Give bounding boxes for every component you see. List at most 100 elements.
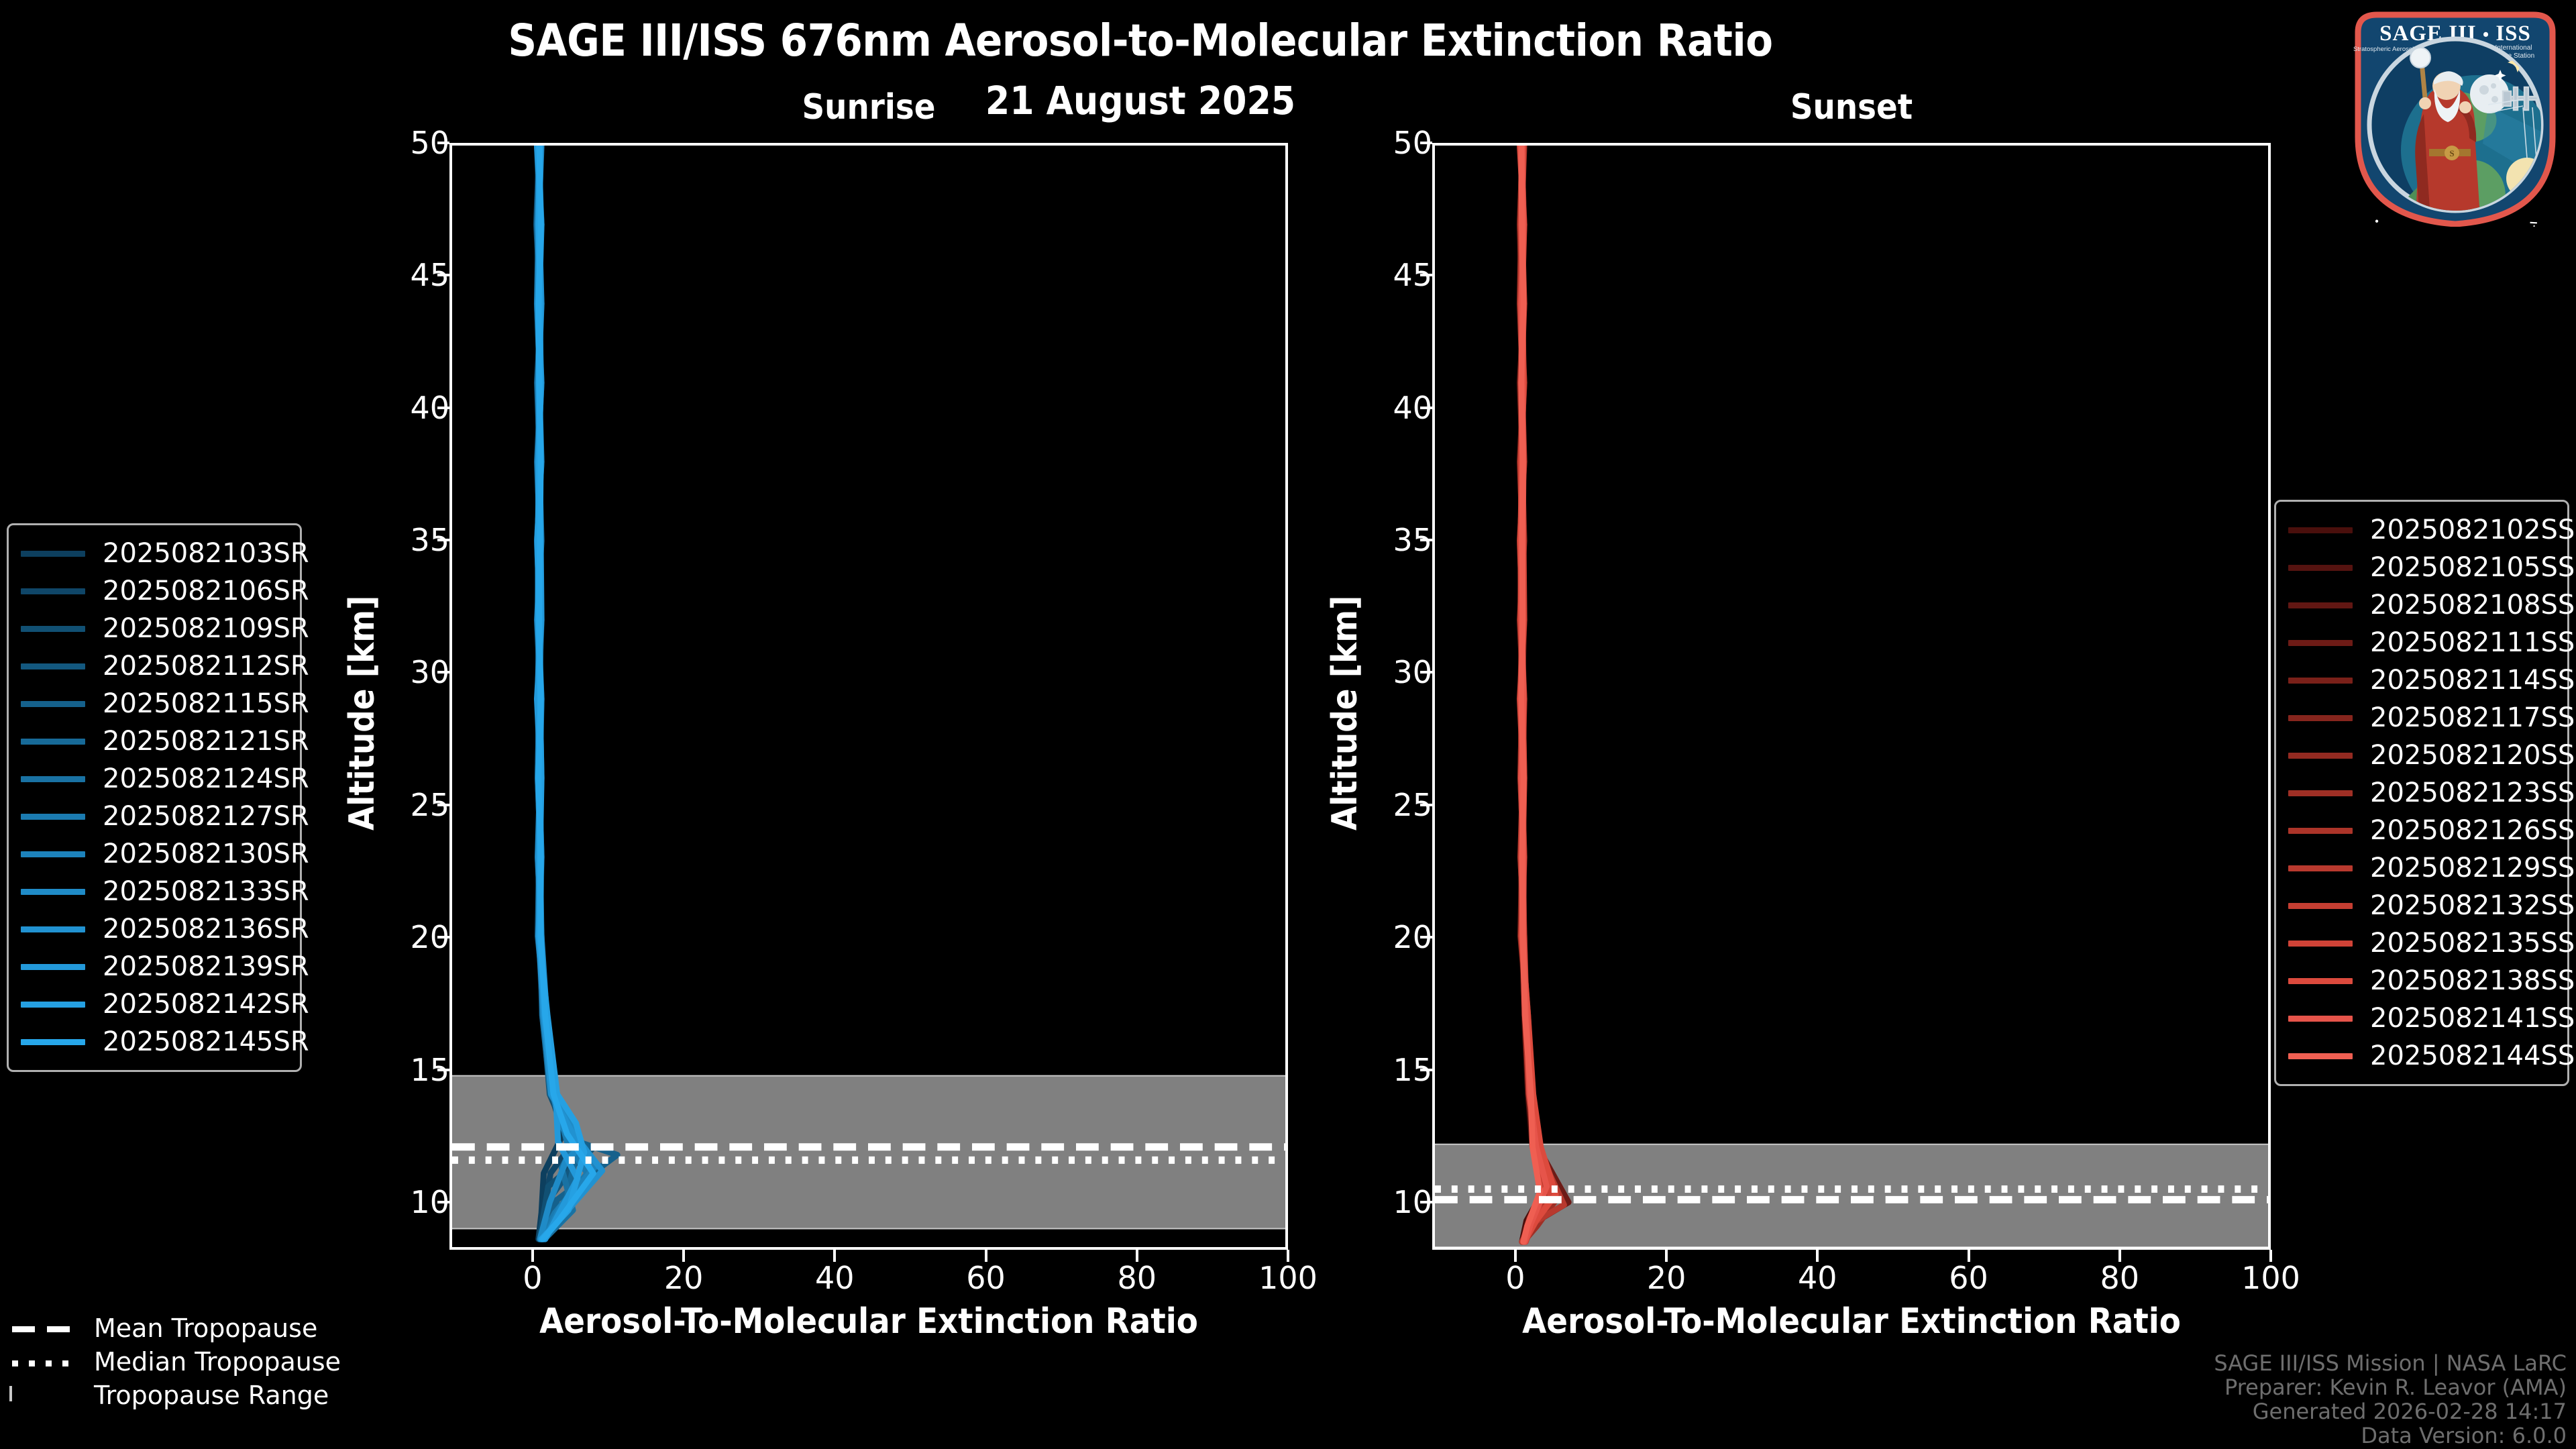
legend-item[interactable]: 2025082103SR <box>21 535 309 572</box>
legend-color-swatch <box>21 888 85 895</box>
tropopause-median-label: Median Tropopause <box>94 1347 341 1377</box>
x-tick-label: 0 <box>1505 1260 1525 1296</box>
series-line <box>1518 146 1544 1245</box>
tropopause-key-range: Tropopause Range <box>9 1379 385 1412</box>
tropopause-range-band <box>1435 1144 2268 1247</box>
legend-item-label: 2025082114SS <box>2370 665 2575 696</box>
legend-item-label: 2025082145SR <box>103 1026 309 1057</box>
y-tick-mark <box>1420 671 1432 674</box>
page-title: SAGE III/ISS 676nm Aerosol-to-Molecular … <box>508 15 1773 66</box>
legend-color-swatch <box>2288 639 2353 646</box>
legend-item[interactable]: 2025082112SR <box>21 647 309 685</box>
legend-item-label: 2025082127SR <box>103 801 309 832</box>
legend-item-label: 2025082136SR <box>103 914 309 945</box>
legend-item[interactable]: 2025082106SR <box>21 572 309 610</box>
legend-color-swatch <box>2288 752 2353 759</box>
legend-color-swatch <box>21 550 85 557</box>
legend-item-label: 2025082135SS <box>2370 928 2575 959</box>
legend-item-label: 2025082138SS <box>2370 965 2575 996</box>
legend-color-swatch <box>2288 1015 2353 1022</box>
legend-item[interactable]: 2025082142SR <box>21 985 309 1023</box>
legend-item-label: 2025082121SR <box>103 726 309 757</box>
y-tick-label: 40 <box>410 389 449 426</box>
plot-svg-sunrise <box>452 146 1285 1242</box>
x-tick-mark <box>984 1250 987 1262</box>
legend-item[interactable]: 2025082124SR <box>21 760 309 798</box>
legend-item[interactable]: 2025082121SR <box>21 722 309 760</box>
y-tick-mark <box>1420 539 1432 542</box>
y-tick-mark <box>437 803 449 806</box>
legend-color-swatch <box>2288 940 2353 947</box>
x-tick-label: 100 <box>1258 1260 1318 1296</box>
y-tick-label: 40 <box>1393 389 1432 426</box>
legend-item-label: 2025082111SS <box>2370 627 2575 658</box>
legend-color-swatch <box>2288 1053 2353 1059</box>
legend-item[interactable]: 2025082139SR <box>21 948 309 985</box>
x-tick-mark <box>2269 1250 2272 1262</box>
y-tick-mark <box>1420 936 1432 939</box>
legend-item[interactable]: 2025082138SS <box>2288 962 2575 1000</box>
legend-item[interactable]: 2025082109SR <box>21 610 309 647</box>
legend-sunrise[interactable]: 2025082103SR 2025082106SR 2025082109SR 2025… <box>7 523 309 1072</box>
legend-color-swatch <box>2288 527 2353 533</box>
legend-item[interactable]: 2025082111SS <box>2288 624 2575 661</box>
legend-color-swatch <box>2288 790 2353 796</box>
panel-title-sunset: Sunset <box>1790 87 1913 127</box>
legend-item[interactable]: 2025082123SS <box>2288 774 2575 812</box>
legend-item[interactable]: 2025082133SR <box>21 873 309 910</box>
legend-item[interactable]: 2025082130SR <box>21 835 309 873</box>
legend-item[interactable]: 2025082114SS <box>2288 661 2575 699</box>
legend-item-label: 2025082132SS <box>2370 890 2575 921</box>
y-tick-label: 25 <box>410 786 449 823</box>
credits-line-version: Data Version: 6.0.0 <box>2361 1423 2567 1448</box>
legend-color-swatch <box>21 1001 85 1008</box>
x-tick-label: 60 <box>1949 1260 1988 1296</box>
legend-item-label: 2025082120SS <box>2370 740 2575 771</box>
legend-item[interactable]: 2025082136SR <box>21 910 309 948</box>
legend-item-label: 2025082108SS <box>2370 590 2575 621</box>
legend-color-swatch <box>2288 902 2353 909</box>
legend-item[interactable]: 2025082105SS <box>2288 549 2575 586</box>
svg-text:S: S <box>2449 148 2454 158</box>
plot-canvas-sunset <box>1435 146 2268 1247</box>
y-tick-mark <box>437 539 449 542</box>
credits-block: SAGE III/ISS Mission | NASA LaRC Prepare… <box>2214 1351 2567 1448</box>
legend-color-swatch <box>21 588 85 594</box>
legend-item[interactable]: 2025082117SS <box>2288 699 2575 737</box>
y-tick-label: 30 <box>410 654 449 691</box>
y-tick-label: 25 <box>1393 786 1432 823</box>
legend-item[interactable]: 2025082120SS <box>2288 737 2575 774</box>
legend-item[interactable]: 2025082145SR <box>21 1023 309 1061</box>
x-tick-mark <box>1816 1250 1819 1262</box>
legend-item[interactable]: 2025082127SR <box>21 798 309 835</box>
legend-item-label: 2025082129SS <box>2370 853 2575 883</box>
credits-line-mission: SAGE III/ISS Mission | NASA LaRC <box>2214 1350 2567 1376</box>
y-tick-mark <box>437 1068 449 1071</box>
legend-color-swatch <box>21 625 85 632</box>
legend-sunset[interactable]: 2025082102SS 2025082105SS 2025082108SS 2025… <box>2274 500 2575 1086</box>
legend-item[interactable]: 2025082102SS <box>2288 511 2575 549</box>
y-tick-mark <box>437 1200 449 1203</box>
legend-item[interactable]: 2025082141SS <box>2288 1000 2575 1037</box>
legend-item[interactable]: 2025082126SS <box>2288 812 2575 849</box>
legend-item-label: 2025082112SR <box>103 651 309 682</box>
legend-item[interactable]: 2025082144SS <box>2288 1037 2575 1075</box>
x-tick-mark <box>1287 1250 1289 1262</box>
plot-svg-sunset <box>1435 146 2268 1247</box>
mission-patch-svg: SAGE III • ISS Stratospheric Aerosol and… <box>2341 0 2556 303</box>
legend-item-label: 2025082130SR <box>103 839 309 869</box>
y-tick-mark <box>1420 1200 1432 1203</box>
legend-item[interactable]: 2025082108SS <box>2288 586 2575 624</box>
y-tick-mark <box>437 936 449 939</box>
y-tick-mark <box>437 274 449 277</box>
tropopause-mean-label: Mean Tropopause <box>94 1313 318 1343</box>
tropopause-key-mean: Mean Tropopause <box>9 1311 385 1345</box>
legend-item[interactable]: 2025082115SR <box>21 685 309 722</box>
legend-item[interactable]: 2025082129SS <box>2288 849 2575 887</box>
legend-item-label: 2025082123SS <box>2370 777 2575 808</box>
y-tick-mark <box>1420 142 1432 144</box>
legend-item[interactable]: 2025082132SS <box>2288 887 2575 924</box>
y-tick-label: 10 <box>1393 1183 1432 1220</box>
legend-item[interactable]: 2025082135SS <box>2288 924 2575 962</box>
plot-canvas-sunrise <box>452 146 1285 1247</box>
